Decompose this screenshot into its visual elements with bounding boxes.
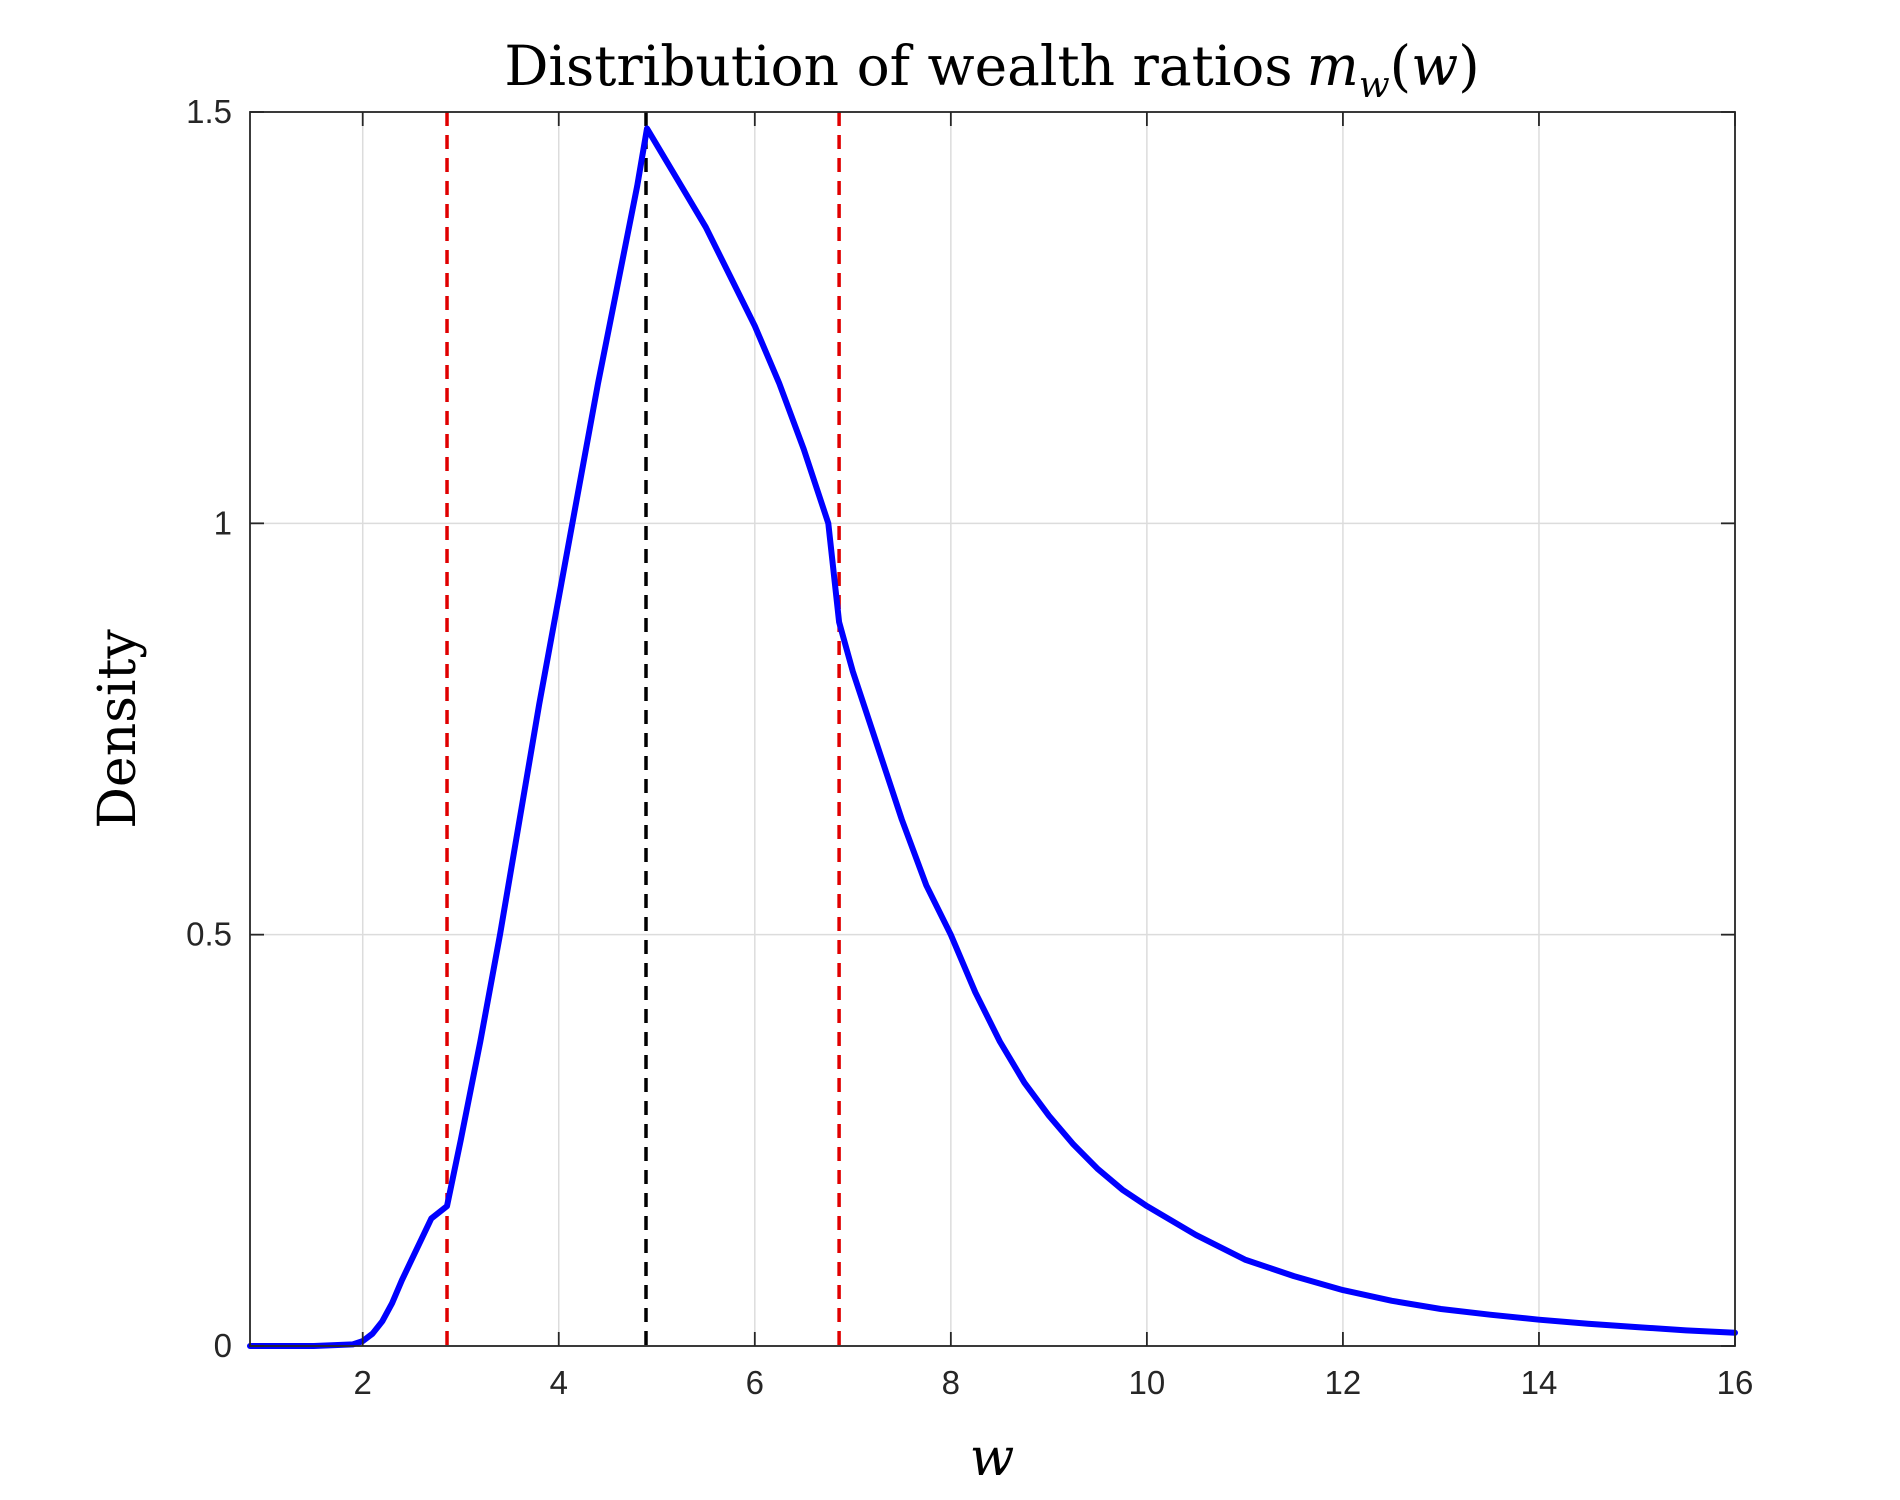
x-axis-label: w bbox=[970, 1428, 1015, 1488]
x-tick-label-5: 12 bbox=[1325, 1364, 1362, 1401]
x-tick-label-4: 10 bbox=[1129, 1364, 1166, 1401]
x-tick-label-0: 2 bbox=[354, 1364, 372, 1401]
y-axis-label: Density bbox=[88, 629, 148, 829]
x-tick-label-2: 6 bbox=[746, 1364, 764, 1401]
series-layer bbox=[247, 125, 1738, 1349]
axes-box bbox=[249, 111, 1736, 1347]
y-tick-labels: 0 0.5 1 1.5 bbox=[186, 93, 232, 1364]
y-tick-label-2: 1 bbox=[214, 504, 232, 541]
y-tick-label-3: 1.5 bbox=[186, 93, 232, 130]
x-tick-label-7: 16 bbox=[1717, 1364, 1754, 1401]
series-line-0 bbox=[247, 125, 1738, 1349]
plot-area bbox=[250, 112, 1735, 1346]
x-tick-label-6: 14 bbox=[1521, 1364, 1558, 1401]
y-tick-label-1: 0.5 bbox=[186, 916, 232, 953]
y-tick-label-0: 0 bbox=[214, 1327, 232, 1364]
x-tick-labels: 2 4 6 8 10 12 14 16 bbox=[354, 1364, 1754, 1401]
axes bbox=[249, 111, 1736, 1347]
x-tick-label-1: 4 bbox=[550, 1364, 568, 1401]
x-tick-label-3: 8 bbox=[942, 1364, 960, 1401]
chart-title: Distribution of wealth ratios mw(w) bbox=[504, 34, 1479, 106]
